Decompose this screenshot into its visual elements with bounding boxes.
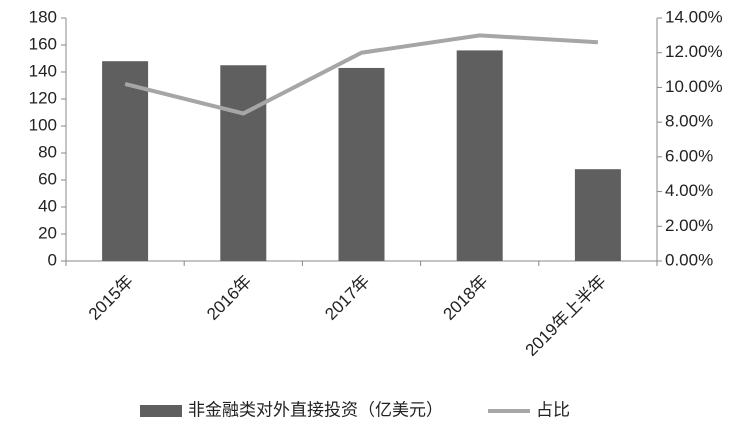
x-tick-label: 2017年 xyxy=(321,272,373,324)
y2-tick-label: 2.00% xyxy=(665,216,713,235)
y-tick-label: 40 xyxy=(38,196,57,215)
x-tick-label: 2019年上半年 xyxy=(522,272,610,360)
line xyxy=(124,33,599,116)
legend-label: 非金融类对外直接投资（亿美元） xyxy=(188,400,443,419)
bar xyxy=(574,169,621,261)
bar xyxy=(102,61,149,262)
y2-tick-label: 0.00% xyxy=(665,250,713,269)
y-tick-label: 20 xyxy=(38,223,57,242)
y2-tick-label: 14.00% xyxy=(665,7,723,26)
y-tick-label: 100 xyxy=(29,115,57,134)
y2-tick-label: 4.00% xyxy=(665,181,713,200)
x-tick-label: 2018年 xyxy=(439,272,491,324)
y-tick-label: 0 xyxy=(48,250,57,269)
y2-tick-label: 12.00% xyxy=(665,42,723,61)
y2-tick-label: 6.00% xyxy=(665,146,713,165)
x-tick-label: 2016年 xyxy=(203,272,255,324)
legend-swatch xyxy=(140,405,182,417)
y-tick-label: 140 xyxy=(29,61,57,80)
y-tick-label: 60 xyxy=(38,169,57,188)
y-tick-label: 160 xyxy=(29,34,57,53)
legend-label: 占比 xyxy=(536,400,570,419)
y2-tick-label: 8.00% xyxy=(665,112,713,131)
y2-tick-label: 10.00% xyxy=(665,77,723,96)
y-tick-label: 80 xyxy=(38,142,57,161)
x-tick-label: 2015年 xyxy=(85,272,137,324)
bar xyxy=(220,65,267,261)
bar xyxy=(338,67,385,261)
y-tick-label: 120 xyxy=(29,88,57,107)
y-tick-label: 180 xyxy=(29,7,57,26)
bar xyxy=(456,50,503,262)
